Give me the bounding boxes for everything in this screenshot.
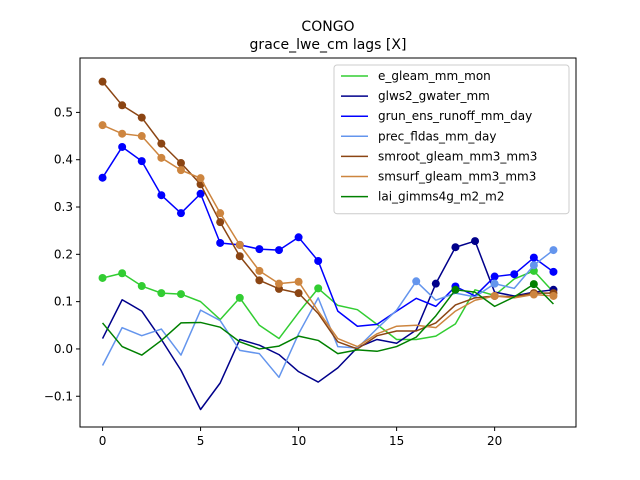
legend-label: glws2_gwater_mm (378, 89, 490, 103)
data-point (294, 289, 303, 298)
series-line (101, 240, 554, 411)
data-point (294, 277, 303, 286)
data-point (529, 266, 538, 275)
legend-item: e_gleam_mm_mon (341, 69, 491, 83)
data-point (157, 153, 166, 162)
data-point (549, 291, 558, 300)
legend-label: grun_ens_runoff_mm_day (378, 109, 532, 123)
y-axis: −0.1 0.0 0.1 0.2 0.3 0.4 0.5 (44, 105, 80, 403)
y-tick-label: 0.1 (54, 295, 73, 309)
data-point (235, 293, 244, 302)
data-point (529, 253, 538, 262)
data-point (529, 290, 538, 299)
data-point (137, 157, 146, 166)
data-point (490, 279, 499, 288)
data-point (118, 101, 127, 110)
data-point (235, 240, 244, 249)
legend-item: lai_gimms4g_m2_m2 (341, 190, 505, 204)
legend-box (333, 64, 570, 215)
legend-item: prec_fldas_mm_day (341, 129, 497, 143)
data-point (216, 238, 225, 247)
legend-label: smroot_gleam_mm3_mm3 (378, 149, 537, 163)
data-point (255, 266, 264, 275)
data-point (510, 270, 519, 279)
data-point (314, 284, 323, 293)
x-tick-label: 0 (99, 434, 107, 448)
data-point (98, 121, 107, 130)
data-point (118, 142, 127, 151)
data-point (274, 279, 283, 288)
data-point (176, 209, 185, 218)
series-lai_gimms4g_m2_m2 (101, 280, 554, 356)
data-point (490, 272, 499, 281)
y-tick-label: −0.1 (44, 389, 73, 403)
legend-item: smsurf_gleam_mm3_mm3 (341, 170, 536, 184)
data-point (157, 191, 166, 200)
y-tick-label: 0.0 (54, 342, 73, 356)
legend-label: smsurf_gleam_mm3_mm3 (378, 170, 536, 184)
data-point (137, 113, 146, 122)
data-point (451, 243, 460, 252)
series-layer (98, 77, 558, 411)
series-smsurf_gleam_mm3_mm3 (98, 121, 558, 348)
x-tick-label: 10 (291, 434, 306, 448)
legend: e_gleam_mm_mon glws2_gwater_mm grun_ens_ru… (333, 64, 570, 215)
data-point (98, 273, 107, 282)
data-point (549, 267, 558, 276)
data-point (255, 245, 264, 254)
data-point (235, 252, 244, 261)
data-point (137, 282, 146, 291)
data-point (118, 269, 127, 278)
data-point (451, 285, 460, 294)
data-point (412, 277, 421, 286)
data-point (176, 166, 185, 175)
data-point (118, 129, 127, 138)
x-tick-label: 20 (487, 434, 502, 448)
data-point (157, 289, 166, 298)
data-point (157, 139, 166, 148)
data-point (137, 132, 146, 141)
data-point (176, 159, 185, 168)
legend-label: e_gleam_mm_mon (378, 69, 491, 83)
legend-label: prec_fldas_mm_day (378, 129, 497, 143)
data-point (98, 173, 107, 182)
chart-title: CONGO (301, 19, 354, 35)
x-axis: 0 5 10 15 20 (99, 427, 502, 448)
legend-item: smroot_gleam_mm3_mm3 (341, 149, 537, 163)
x-tick-label: 5 (197, 434, 205, 448)
data-point (176, 290, 185, 299)
data-point (196, 174, 205, 183)
data-point (549, 246, 558, 255)
data-point (98, 77, 107, 86)
chart-subtitle: grace_lwe_cm lags [X] (250, 37, 407, 53)
data-point (274, 246, 283, 255)
y-tick-label: 0.5 (54, 105, 73, 119)
y-tick-label: 0.3 (54, 200, 73, 214)
y-tick-label: 0.2 (54, 247, 73, 261)
data-point (471, 237, 480, 246)
data-point (294, 233, 303, 242)
legend-label: lai_gimms4g_m2_m2 (378, 190, 505, 204)
data-point (216, 218, 225, 227)
series-line (101, 81, 554, 350)
plot-frame (79, 57, 577, 428)
data-point (255, 276, 264, 285)
x-tick-label: 15 (389, 434, 404, 448)
data-point (431, 279, 440, 288)
series-line (101, 283, 554, 356)
y-tick-label: 0.4 (54, 153, 73, 167)
series-e_gleam_mm_mon (98, 266, 555, 341)
legend-item: grun_ens_runoff_mm_day (341, 109, 532, 123)
legend-item: glws2_gwater_mm (341, 89, 490, 103)
series-line (101, 146, 554, 327)
data-point (529, 280, 538, 289)
data-point (314, 256, 323, 265)
data-point (216, 209, 225, 218)
data-point (196, 189, 205, 198)
data-point (490, 291, 499, 300)
data-point (529, 261, 538, 270)
